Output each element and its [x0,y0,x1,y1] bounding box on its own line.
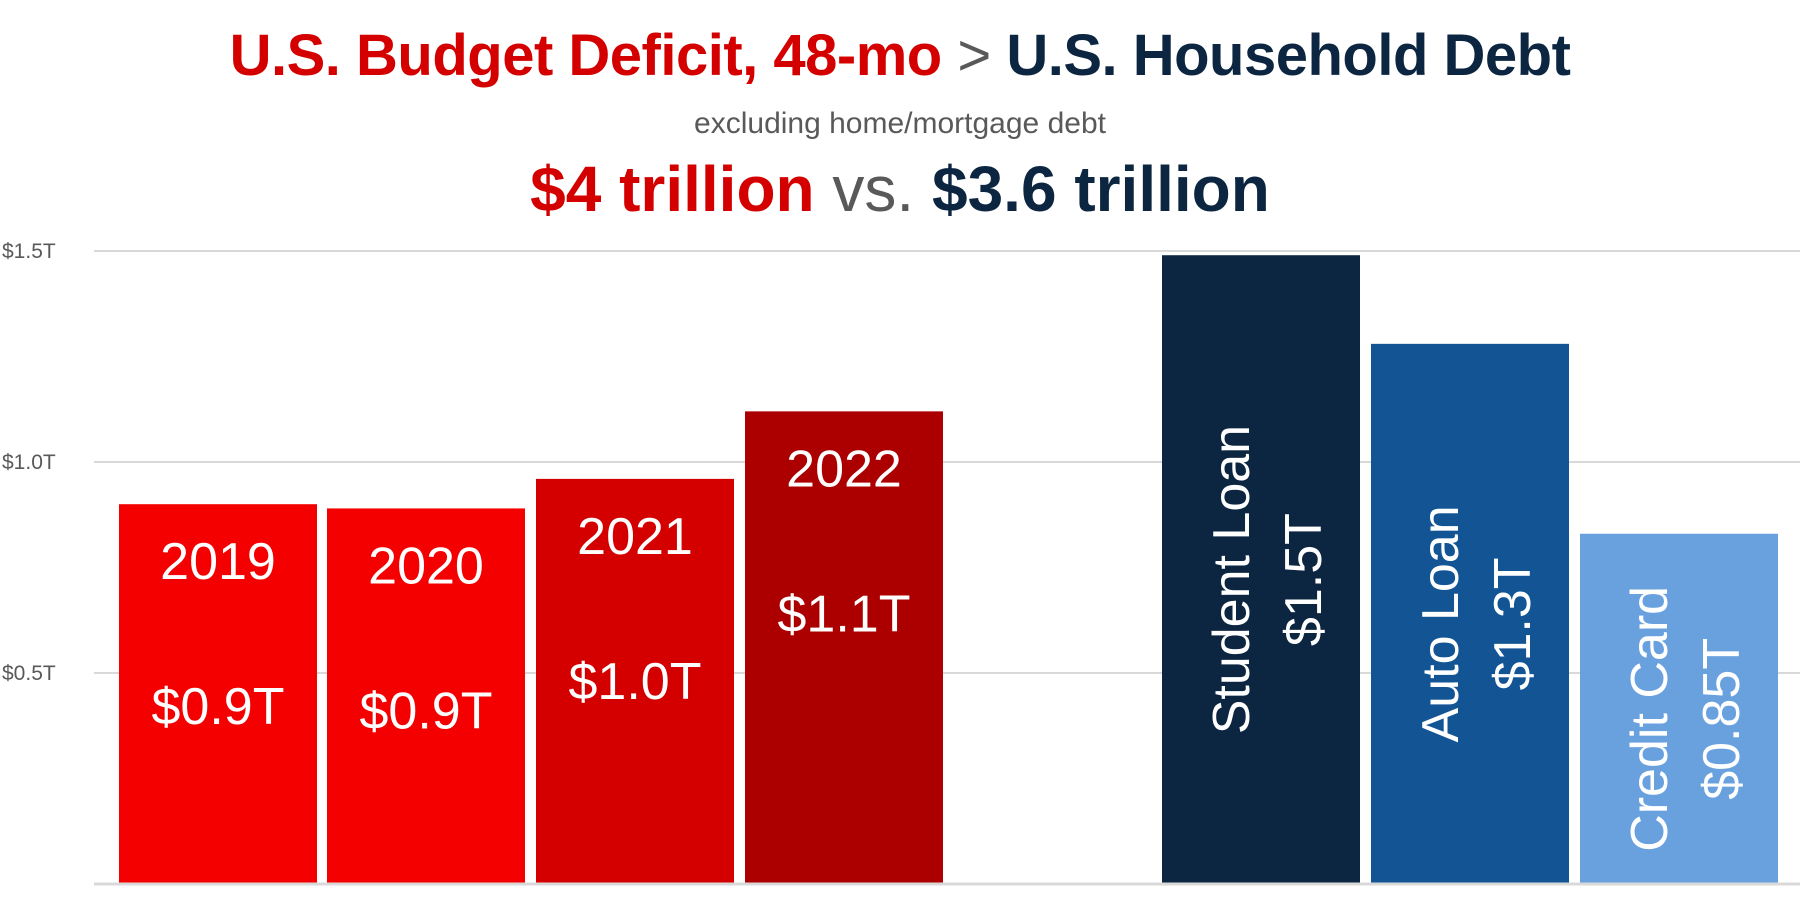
deficit-total: $4 trillion [530,153,815,225]
title-deficit: U.S. Budget Deficit, 48-mo [229,23,943,88]
bars: 2019 $0.9T 2020 $0.9T 2021 $1.0T 2022 $1.1T Stud… [119,255,1778,885]
chart-subtitle: excluding home/mortgage debt [694,107,1106,140]
bar [119,504,317,884]
title-household-debt: U.S. Household Debt [1006,23,1571,88]
bar [1580,533,1778,884]
bar-value-label: $0.85T [1693,638,1751,800]
bar-rotated-labels: Credit Card $0.85T [1621,586,1751,852]
y-axis: $0.5T $1.0T $1.5T [2,240,56,685]
household-total: $3.6 trillion [931,153,1270,225]
bar-category-label: 2019 [160,533,276,591]
bar-category-label: Auto Loan [1412,505,1470,742]
y-tick-label: $1.0T [2,451,56,474]
bar-value-label: $1.0T [569,653,702,711]
y-tick-label: $0.5T [2,662,56,685]
versus-text: vs. [814,153,932,225]
y-tick-label: $1.5T [2,240,56,263]
bar-category-label: Student Loan [1203,425,1261,734]
bar [1162,255,1360,885]
bar-category-label: 2021 [577,508,693,566]
bar [1371,343,1569,885]
bar-rotated-labels: Auto Loan $1.3T [1412,505,1542,742]
bar-value-label: $0.9T [360,682,493,740]
bar-category-label: 2022 [786,440,902,498]
title-greater-than: > [941,23,1007,88]
chart-title: U.S. Budget Deficit, 48-mo > U.S. Househ… [0,22,1800,89]
bar-value-label: $1.5T [1275,513,1333,646]
bar-value-label: $1.1T [778,585,911,643]
bar-value-label: $1.3T [1484,557,1542,690]
bar-rotated-labels: Student Loan $1.5T [1203,425,1333,734]
bar-category-label: Credit Card [1621,586,1679,852]
bar [327,508,525,884]
bar [536,478,734,884]
bar-value-label: $0.9T [152,678,285,736]
bar [745,411,943,884]
totals-headline: $4 trillion vs. $3.6 trillion [0,152,1800,226]
bar-category-label: 2020 [368,537,484,595]
